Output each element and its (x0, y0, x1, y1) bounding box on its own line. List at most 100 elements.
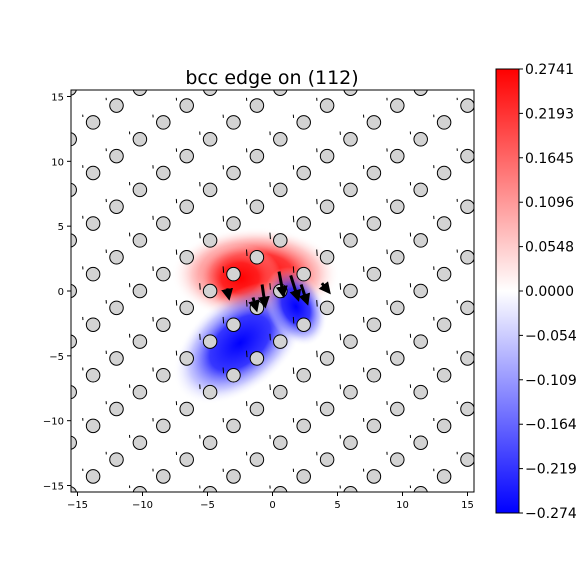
atom (249, 148, 265, 164)
atom (413, 233, 428, 248)
atom (460, 452, 474, 467)
atom (132, 435, 148, 450)
x-tick-label: −10 (132, 500, 153, 511)
atom (460, 148, 474, 164)
displacement-arrow (298, 284, 311, 306)
atom (413, 90, 428, 96)
atom (71, 132, 77, 147)
atom (366, 165, 382, 181)
colorbar-tick-label: 0.0548 (525, 240, 574, 256)
atom (249, 300, 265, 316)
x-tick-label: 15 (461, 500, 474, 511)
atom (343, 90, 358, 96)
atom (436, 469, 452, 484)
atom (273, 90, 288, 96)
atom (320, 503, 334, 517)
atom (156, 317, 171, 332)
displacement-tick (269, 333, 271, 341)
atom (296, 418, 311, 434)
displacement-tick (316, 300, 318, 307)
y-tick-label: −15 (43, 482, 64, 493)
atom (202, 435, 218, 450)
atom (296, 469, 311, 484)
atom (71, 435, 77, 450)
atom (413, 132, 428, 147)
atom (156, 216, 171, 231)
atom (273, 435, 288, 450)
colorbar-tick-label: 0.1645 (525, 151, 574, 167)
atom (366, 216, 382, 231)
atom (86, 65, 100, 79)
atom (85, 418, 101, 434)
atom (156, 418, 171, 434)
colorbar-tick-label: −0.2193 (525, 462, 576, 478)
atom (366, 469, 382, 484)
y-tick-label: 5 (58, 222, 64, 233)
atom (156, 368, 171, 383)
atom (180, 503, 194, 517)
atom (343, 182, 358, 198)
atom (71, 385, 77, 400)
atom (390, 351, 405, 366)
atom (296, 368, 311, 383)
atom (319, 401, 335, 417)
atom (249, 452, 265, 467)
displacement-arrow (289, 274, 302, 302)
atom (413, 384, 428, 400)
atom (85, 216, 101, 231)
atom (273, 233, 288, 248)
displacement-tick (246, 249, 248, 257)
atom (319, 300, 335, 316)
atom (179, 351, 194, 366)
atom (202, 182, 218, 198)
colorbar-tick-label: −0.1096 (525, 373, 576, 389)
atom (319, 351, 335, 366)
atom (156, 115, 171, 130)
atom (319, 199, 335, 214)
atom (413, 283, 428, 299)
atom (71, 90, 77, 96)
colorbar-tick-label: 0.2193 (525, 106, 574, 122)
atom (132, 233, 148, 248)
atom (436, 317, 452, 332)
x-tick-label: −15 (67, 500, 88, 511)
atom (436, 368, 452, 383)
displacement-arrow (221, 287, 234, 301)
atom (179, 250, 194, 265)
atom (319, 148, 335, 164)
displacement-arrow (275, 271, 288, 299)
atom (156, 165, 171, 181)
displacement-tick (246, 350, 248, 358)
atom (249, 401, 265, 417)
displacement-tick (222, 266, 225, 273)
atom (85, 266, 101, 282)
colorbar-tick-label: 0.2741 (525, 62, 574, 78)
atom (366, 418, 382, 434)
y-axis: −15 −10 −5 0 5 10 15 (43, 92, 71, 493)
colorbar-tick-label: −0.2741 (525, 506, 576, 522)
atom (249, 199, 265, 214)
atom (273, 334, 288, 349)
atom (413, 334, 428, 349)
displacement-tick (292, 316, 295, 324)
atom (71, 283, 77, 299)
atom (132, 334, 148, 349)
atom (413, 182, 428, 198)
atom (273, 384, 288, 400)
displacement-tick (339, 283, 342, 290)
atom (226, 317, 241, 332)
atom (226, 368, 241, 383)
atom (460, 300, 474, 316)
atom (390, 452, 405, 467)
atom (296, 165, 311, 181)
atom (179, 401, 194, 417)
atom (249, 98, 265, 113)
x-axis: −15 −10 −5 0 5 10 15 (67, 492, 474, 511)
plot-area (71, 65, 474, 517)
atom (109, 199, 124, 214)
displacement-tick (292, 215, 295, 223)
atom (296, 115, 311, 130)
atom (132, 384, 148, 400)
atom (390, 250, 405, 265)
